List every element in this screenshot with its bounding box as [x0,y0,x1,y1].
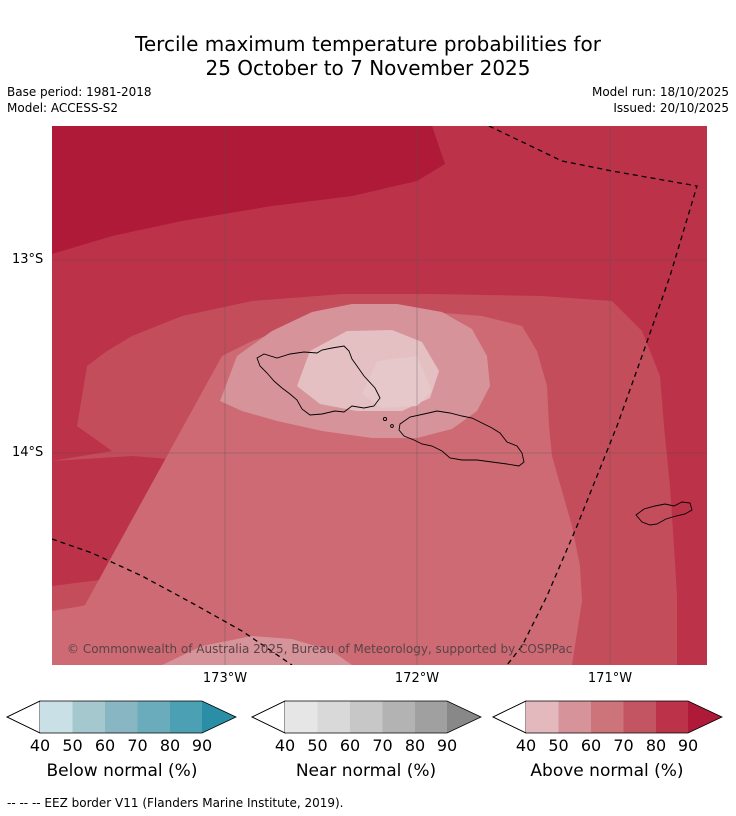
colorbar-above-tick: 60 [580,736,602,755]
colorbar-below-tick: 80 [159,736,181,755]
colorbar-above-title: Above normal (%) [530,761,684,781]
colorbar-below-tick: 70 [127,736,148,755]
issued-label: Issued: 20/10/2025 [613,101,729,115]
colorbar-below-tick: 60 [94,736,116,755]
colorbar-near-bin-5 [415,701,447,733]
colorbar-near-tick: 80 [404,736,426,755]
colorbar-above-tick: 80 [645,736,667,755]
colorbar-below-tick: 50 [62,736,83,755]
eez-footnote: -- -- -- EEZ border V11 (Flanders Marine… [7,796,344,810]
colorbar-near-bin-1 [285,701,318,733]
colorbar-near-tick: 70 [372,736,393,755]
colorbar-near-tick: 60 [339,736,361,755]
colorbar-below-tick: 40 [29,736,51,755]
colorbar-below-tick: 90 [191,736,213,755]
graticule [52,126,707,665]
probability-map: © Commonwealth of Australia 2025, Bureau… [52,126,707,665]
band-50-south [162,636,352,665]
colorbar-above [492,700,723,734]
colorbar-above-high-extend [688,701,722,733]
model-label: Model: ACCESS-S2 [7,101,119,115]
eez-border-east [488,126,698,665]
upolu-island [398,410,525,467]
colorbar-above-tick: 70 [613,736,634,755]
colorbar-above-bin-4 [623,701,656,733]
colorbar-above-tick: 40 [515,736,537,755]
colorbar-above-tick: 90 [677,736,699,755]
colorbar-near-tick: 40 [274,736,296,755]
colorbar-above-bin-1 [526,701,559,733]
colorbar-below-bin-2 [72,701,105,733]
model-run-label: Model run: 18/10/2025 [591,85,729,99]
lat-label-14s: 14°S [12,445,44,460]
band-60-lower [52,511,532,665]
savaii-island [256,345,381,416]
colorbar-below-outline [6,700,237,734]
colorbar-near-bin-2 [317,701,350,733]
colorbar-near-bin-3 [350,701,383,733]
chart-title-line-1: Tercile maximum temperature probabilitie… [135,32,601,56]
colorbar-near [251,700,482,734]
band-core [362,356,432,408]
colorbar-above-bin-5 [656,701,688,733]
colorbar-above-low-extend [492,700,527,734]
colorbar-below-bin-4 [137,701,170,733]
lat-label-13s: 13°S [12,252,44,267]
lon-label-173w: 173°W [202,671,248,686]
colorbar-near-high-extend [447,701,481,733]
colorbar-above-outline [492,700,723,734]
colorbar-above-bin-3 [591,701,624,733]
tutuila-island [635,501,693,526]
colorbar-below-bin-3 [105,701,138,733]
colorbar-above-bin-2 [558,701,591,733]
copyright-notice: © Commonwealth of Australia 2025, Bureau… [67,642,572,656]
colorbar-below [6,700,237,734]
colorbar-near-title: Near normal (%) [295,761,437,781]
colorbar-near-low-extend [251,700,286,734]
colorbar-below-low-extend [6,700,41,734]
colorbar-below-bin-1 [40,701,73,733]
colorbar-near-outline [251,700,482,734]
colorbar-above-tick: 50 [548,736,569,755]
colorbar-below-high-extend [202,701,236,733]
band-90 [52,126,445,254]
manono-islet [382,416,388,422]
colorbar-below-title: Below normal (%) [46,761,198,781]
colorbar-below-bin-5 [170,701,202,733]
lon-label-171w: 171°W [587,671,633,686]
base-period-label: Base period: 1981-2018 [7,85,152,99]
colorbar-near-bin-4 [382,701,415,733]
colorbar-near-tick: 50 [307,736,328,755]
colorbar-near-tick: 90 [436,736,458,755]
lon-label-172w: 172°W [394,671,440,686]
chart-title-line-2: 25 October to 7 November 2025 [205,56,531,80]
apolima-islet [390,424,394,428]
